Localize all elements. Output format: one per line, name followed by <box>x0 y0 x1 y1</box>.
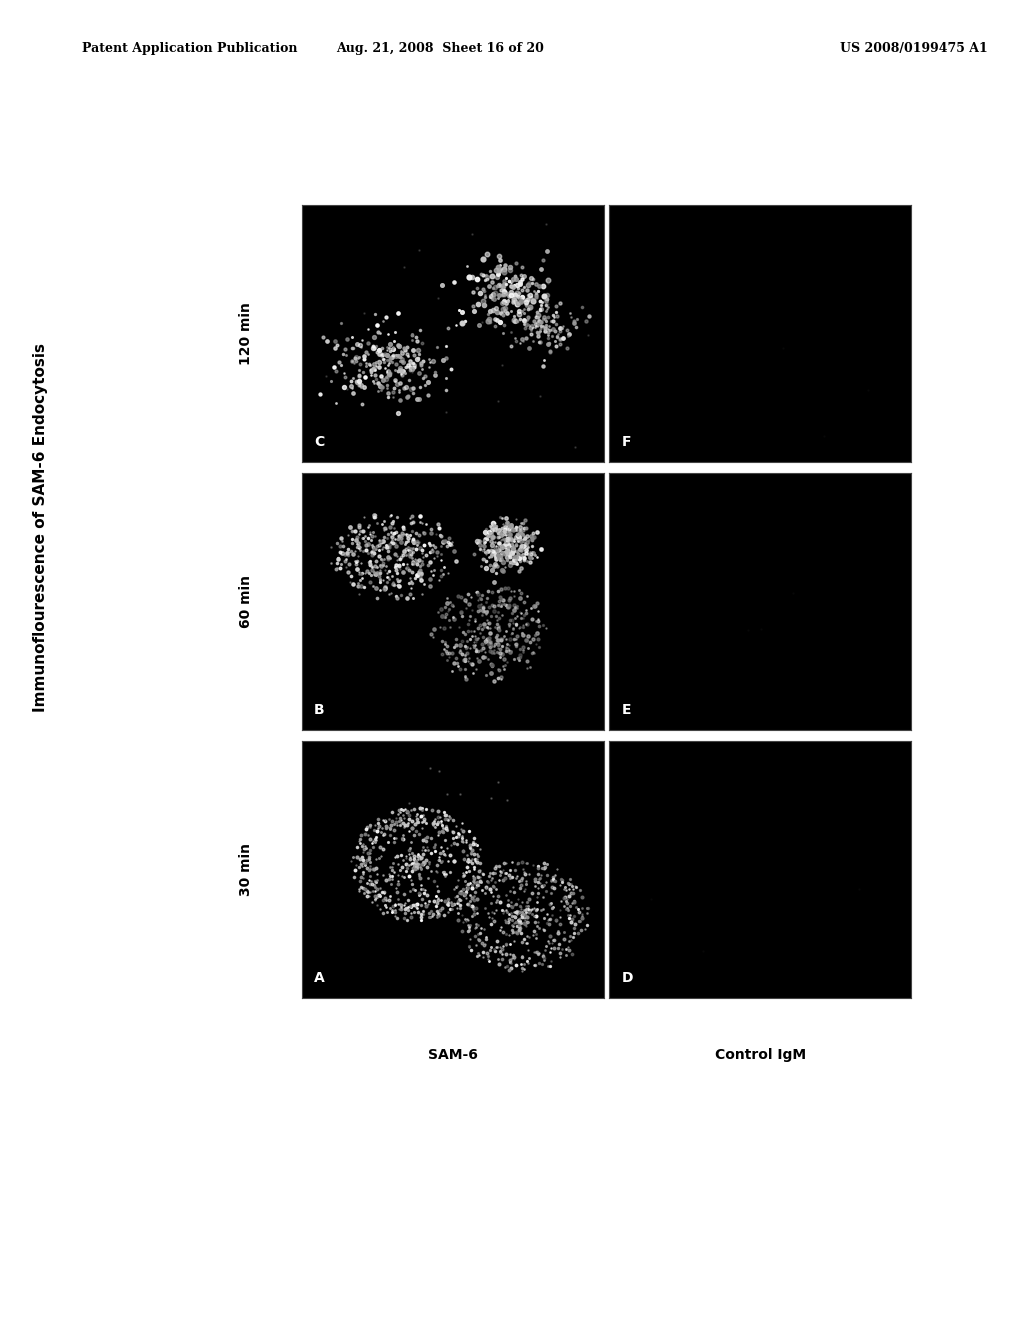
Text: Patent Application Publication: Patent Application Publication <box>82 42 297 55</box>
Text: 30 min: 30 min <box>239 842 253 896</box>
Text: C: C <box>314 436 325 449</box>
Text: US 2008/0199475 A1: US 2008/0199475 A1 <box>840 42 987 55</box>
Text: Immunoflourescence of SAM-6 Endocytosis: Immunoflourescence of SAM-6 Endocytosis <box>34 343 48 713</box>
Text: A: A <box>314 972 325 985</box>
Text: 120 min: 120 min <box>239 302 253 364</box>
Text: F: F <box>622 436 631 449</box>
Text: E: E <box>622 704 631 717</box>
Text: D: D <box>622 972 633 985</box>
Text: B: B <box>314 704 325 717</box>
Text: SAM-6: SAM-6 <box>428 1048 478 1063</box>
Text: Aug. 21, 2008  Sheet 16 of 20: Aug. 21, 2008 Sheet 16 of 20 <box>336 42 545 55</box>
Text: Control IgM: Control IgM <box>715 1048 806 1063</box>
Text: Figure 17: Figure 17 <box>774 954 864 973</box>
Text: 60 min: 60 min <box>239 574 253 628</box>
